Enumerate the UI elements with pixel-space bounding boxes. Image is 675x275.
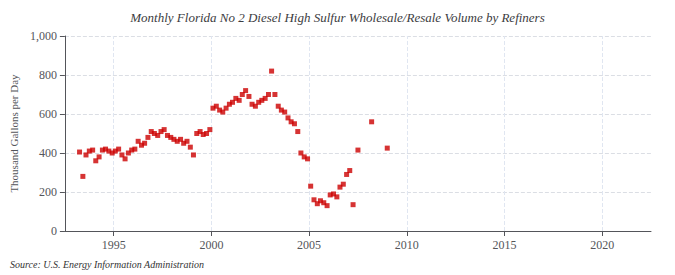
svg-text:0: 0 [51,224,57,238]
svg-text:2010: 2010 [395,238,419,252]
svg-text:2005: 2005 [297,238,321,252]
svg-text:200: 200 [39,185,57,199]
svg-text:2020: 2020 [590,238,614,252]
svg-text:Monthly Florida No 2 Diesel Hi: Monthly Florida No 2 Diesel High Sulfur … [129,10,545,25]
svg-text:1995: 1995 [102,238,126,252]
svg-text:1,000: 1,000 [30,29,57,43]
svg-text:600: 600 [39,107,57,121]
svg-text:2015: 2015 [492,238,516,252]
svg-text:800: 800 [39,68,57,82]
svg-text:400: 400 [39,146,57,160]
svg-text:Source: U.S. Energy Informatio: Source: U.S. Energy Information Administ… [10,259,204,270]
svg-text:2000: 2000 [199,238,223,252]
svg-text:Thousand Gallons per Day: Thousand Gallons per Day [8,74,20,193]
